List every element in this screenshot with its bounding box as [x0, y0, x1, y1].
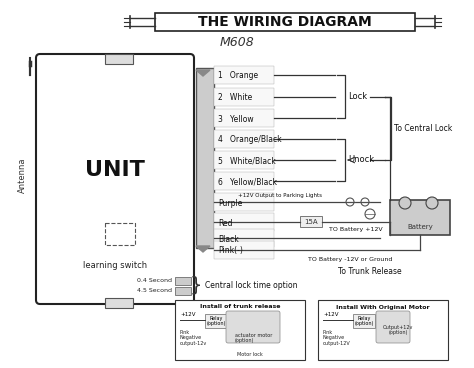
Bar [214, 193, 274, 211]
Text: Pink
Negative
output-12V: Pink Negative output-12V [323, 330, 351, 346]
Text: 6   Yellow/Black: 6 Yellow/Black [218, 177, 277, 187]
Text: Relay
(option): Relay (option) [354, 316, 374, 326]
FancyBboxPatch shape [376, 311, 410, 343]
Text: Pink(-): Pink(-) [218, 247, 243, 255]
Bar [214, 130, 274, 148]
Text: actuator motor
(option): actuator motor (option) [235, 333, 273, 343]
Text: 4.5 Second: 4.5 Second [137, 289, 172, 294]
Bar [390, 200, 450, 235]
Text: Black: Black [218, 234, 239, 244]
Bar [214, 109, 274, 127]
Bar [300, 216, 322, 227]
Bar [214, 213, 274, 231]
Text: 4   Orange/Black: 4 Orange/Black [218, 135, 282, 145]
Text: Lock: Lock [348, 92, 367, 101]
Text: Relay
(option): Relay (option) [206, 316, 226, 326]
Text: learning switch: learning switch [83, 261, 147, 269]
Bar [175, 277, 191, 285]
Bar [214, 88, 274, 106]
Bar [196, 68, 214, 248]
Text: 0.4 Second: 0.4 Second [137, 279, 172, 283]
Text: Unock: Unock [348, 156, 374, 164]
Text: Antenna: Antenna [18, 157, 27, 193]
Text: +12V: +12V [180, 312, 195, 318]
Text: Purple: Purple [218, 198, 242, 208]
Polygon shape [196, 70, 210, 76]
Text: Install With Original Motor: Install With Original Motor [336, 304, 430, 309]
Text: +12V: +12V [323, 312, 338, 318]
Text: }: } [190, 276, 202, 294]
Text: To Trunk Release: To Trunk Release [338, 268, 402, 276]
Bar [214, 151, 274, 169]
Bar [205, 314, 227, 328]
Text: Red: Red [218, 219, 233, 227]
Circle shape [426, 197, 438, 209]
Bar [175, 300, 305, 360]
Text: Motor lock: Motor lock [237, 353, 263, 357]
Text: THE WIRING DIAGRAM: THE WIRING DIAGRAM [198, 15, 372, 29]
Bar [105, 298, 133, 308]
FancyBboxPatch shape [36, 54, 194, 304]
Circle shape [399, 197, 411, 209]
Text: +12V Output to Parking Lights: +12V Output to Parking Lights [238, 194, 322, 198]
Text: 1   Orange: 1 Orange [218, 71, 258, 81]
Text: Pink
Negative
output-12v: Pink Negative output-12v [180, 330, 207, 346]
Text: UNIT: UNIT [85, 160, 145, 180]
Bar [318, 300, 448, 360]
Bar [353, 314, 375, 328]
Bar [214, 66, 274, 84]
Bar [214, 241, 274, 259]
Bar [155, 13, 415, 31]
Text: Install of trunk release: Install of trunk release [200, 304, 280, 309]
Text: TO Battery +12V: TO Battery +12V [329, 227, 383, 233]
Bar [214, 229, 274, 247]
Bar [105, 223, 135, 245]
Text: Battery: Battery [407, 224, 433, 230]
Bar [105, 54, 133, 64]
Bar [214, 172, 274, 190]
Text: Central lock time option: Central lock time option [205, 280, 298, 290]
Text: To Central Lock: To Central Lock [394, 124, 452, 133]
Text: 5   White/Black: 5 White/Black [218, 156, 276, 166]
Text: 15A: 15A [304, 219, 318, 225]
Text: TO Battery -12V or Ground: TO Battery -12V or Ground [308, 258, 392, 262]
Text: 2   White: 2 White [218, 93, 252, 103]
Bar [175, 287, 191, 295]
Polygon shape [196, 246, 210, 252]
FancyBboxPatch shape [226, 311, 280, 343]
Text: M608: M608 [219, 35, 255, 49]
Text: Output+12v
(option): Output+12v (option) [383, 325, 413, 335]
Text: 3   Yellow: 3 Yellow [218, 114, 254, 124]
